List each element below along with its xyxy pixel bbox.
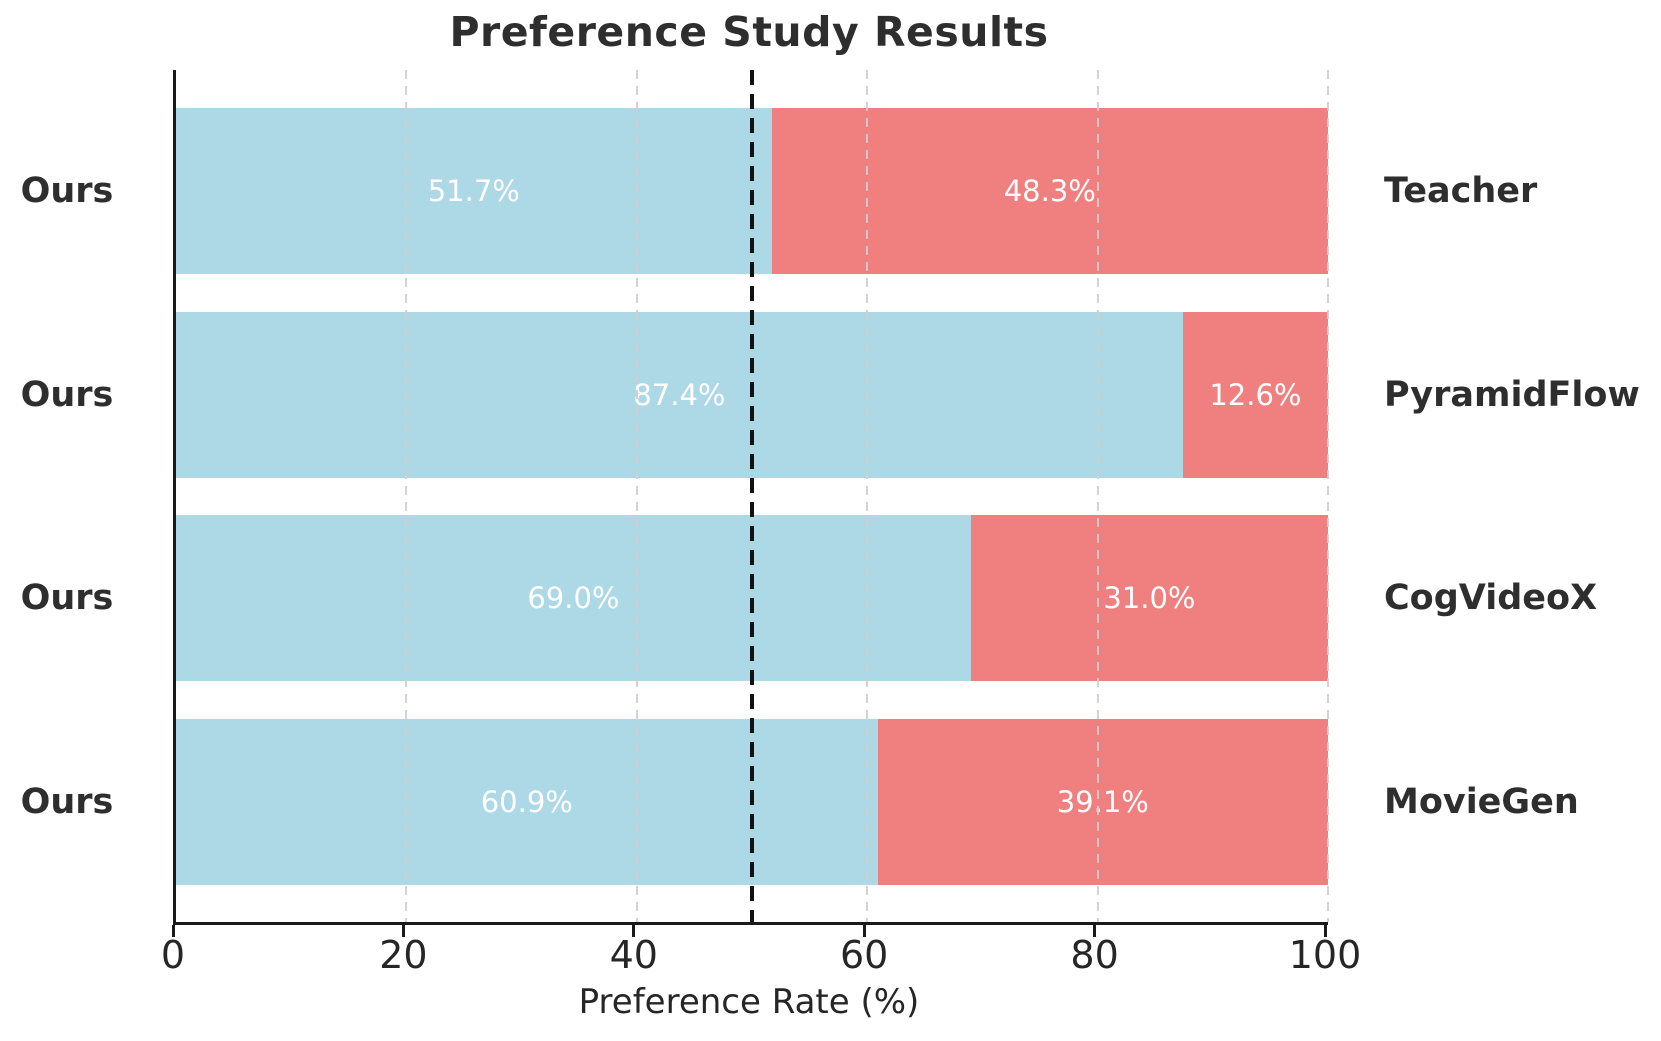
plot-area: 51.7% 48.3% 87.4% 12.6% 69.0% 31.0% 60.9% 39.1%	[173, 70, 1329, 925]
x-tick-mark-40	[632, 925, 636, 937]
row-left-label-ours: Ours	[20, 781, 114, 822]
row-right-label-pyramidflow: PyramidFlow	[1384, 374, 1640, 415]
baseline-value-label: 39.1%	[1056, 784, 1149, 819]
gridline-100	[1327, 70, 1329, 922]
bar-row-cogvideox: 69.0% 31.0%	[176, 515, 1328, 681]
baseline-bar-segment: 12.6%	[1182, 311, 1328, 478]
ours-bar-segment: 87.4%	[176, 311, 1183, 478]
baseline-value-label: 12.6%	[1209, 377, 1302, 412]
x-tick-label-20: 20	[379, 933, 428, 977]
x-tick-label-40: 40	[609, 933, 658, 977]
x-tick-mark-100	[1323, 925, 1327, 937]
gridline-40	[635, 70, 638, 922]
x-tick-label-60: 60	[840, 933, 889, 977]
x-tick-label-100: 100	[1288, 933, 1362, 977]
ours-value-label: 60.9%	[480, 784, 573, 819]
x-tick-mark-80	[1093, 925, 1097, 937]
chart-title: Preference Study Results	[449, 8, 1049, 56]
ours-bar-segment: 69.0%	[176, 515, 971, 681]
bar-row-pyramidflow: 87.4% 12.6%	[176, 311, 1328, 478]
bar-row-teacher: 51.7% 48.3%	[176, 108, 1328, 274]
ours-value-label: 51.7%	[427, 174, 520, 208]
baseline-bar-segment: 31.0%	[970, 515, 1328, 681]
reference-line-50pct	[750, 70, 754, 922]
gridline-80	[1096, 70, 1099, 922]
bar-row-moviegen: 60.9% 39.1%	[176, 718, 1328, 885]
baseline-value-label: 31.0%	[1103, 581, 1196, 615]
ours-value-label: 87.4%	[633, 377, 726, 412]
row-right-label-teacher: Teacher	[1384, 171, 1538, 211]
row-right-label-cogvideox: CogVideoX	[1384, 578, 1598, 618]
row-left-label-ours: Ours	[20, 578, 114, 618]
baseline-bar-segment: 48.3%	[771, 108, 1328, 274]
row-left-label-ours: Ours	[20, 374, 114, 415]
x-tick-mark-20	[401, 925, 405, 937]
x-tick-mark-0	[171, 925, 175, 937]
ours-value-label: 69.0%	[527, 581, 620, 615]
baseline-value-label: 48.3%	[1003, 174, 1096, 208]
baseline-bar-segment: 39.1%	[877, 718, 1328, 885]
ours-bar-segment: 51.7%	[176, 108, 772, 274]
x-axis-label: Preference Rate (%)	[578, 982, 920, 1022]
x-tick-label-0: 0	[160, 933, 186, 977]
ours-bar-segment: 60.9%	[176, 718, 878, 885]
row-right-label-moviegen: MovieGen	[1384, 781, 1579, 822]
gridline-20	[405, 70, 408, 922]
gridline-60	[866, 70, 869, 922]
x-tick-mark-60	[862, 925, 866, 937]
x-tick-label-80: 80	[1070, 933, 1119, 977]
row-left-label-ours: Ours	[20, 171, 114, 211]
